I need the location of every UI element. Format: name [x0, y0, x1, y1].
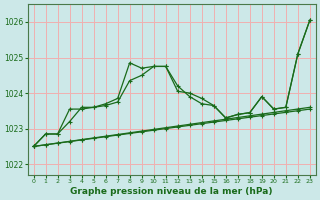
X-axis label: Graphe pression niveau de la mer (hPa): Graphe pression niveau de la mer (hPa)	[70, 187, 273, 196]
